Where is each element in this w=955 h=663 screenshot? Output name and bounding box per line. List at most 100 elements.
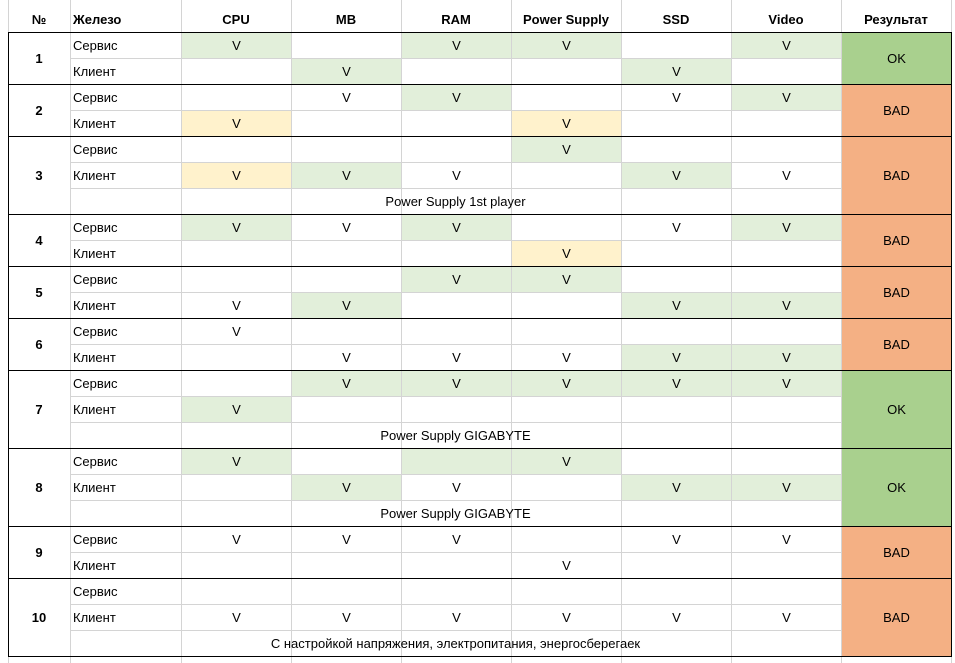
check-cell[interactable]: V	[562, 350, 571, 365]
server-label[interactable]: Сервис	[73, 141, 118, 157]
check-cell[interactable]: V	[672, 610, 681, 625]
check-cell[interactable]: V	[782, 532, 791, 547]
check-cell[interactable]: V	[672, 220, 681, 235]
check-cell[interactable]: V	[622, 59, 731, 84]
header-cell[interactable]: CPU	[222, 11, 250, 27]
check-cell[interactable]: V	[452, 350, 461, 365]
check-cell[interactable]	[622, 553, 731, 578]
check-cell[interactable]: V	[292, 163, 401, 188]
check-cell[interactable]: V	[182, 33, 291, 58]
check-cell[interactable]	[622, 111, 731, 136]
check-cell[interactable]	[732, 111, 841, 136]
result-cell[interactable]: OK	[842, 371, 951, 448]
check-cell[interactable]	[402, 579, 511, 604]
check-cell[interactable]: V	[342, 532, 351, 547]
check-cell[interactable]: V	[622, 371, 731, 396]
row-number[interactable]: 6	[35, 336, 43, 352]
check-cell[interactable]: V	[182, 397, 291, 422]
client-label[interactable]: Клиент	[73, 245, 116, 261]
check-cell[interactable]	[732, 449, 841, 474]
check-cell[interactable]: V	[622, 163, 731, 188]
server-label[interactable]: Сервис	[73, 37, 118, 53]
check-cell[interactable]	[512, 527, 621, 552]
check-cell[interactable]	[622, 241, 731, 266]
header-cell[interactable]: Железо	[73, 11, 122, 27]
check-cell[interactable]	[182, 371, 291, 396]
check-cell[interactable]: V	[512, 449, 621, 474]
check-cell[interactable]	[292, 137, 401, 162]
server-label[interactable]: Сервис	[73, 271, 118, 287]
client-label[interactable]: Клиент	[73, 609, 116, 625]
client-label[interactable]: Клиент	[73, 479, 116, 495]
check-cell[interactable]	[292, 33, 401, 58]
check-cell[interactable]: V	[342, 610, 351, 625]
check-cell[interactable]: V	[732, 293, 841, 318]
result-cell[interactable]: OK	[842, 449, 951, 526]
check-cell[interactable]: V	[622, 293, 731, 318]
server-label[interactable]: Сервис	[73, 89, 118, 105]
client-label[interactable]: Клиент	[73, 297, 116, 313]
check-cell[interactable]	[622, 137, 731, 162]
check-cell[interactable]	[292, 267, 401, 292]
check-cell[interactable]: V	[732, 215, 841, 240]
server-label[interactable]: Сервис	[73, 323, 118, 339]
check-cell[interactable]	[292, 449, 401, 474]
check-cell[interactable]	[402, 59, 511, 84]
note-cell[interactable]: Power Supply 1st player	[385, 193, 526, 209]
check-cell[interactable]: V	[342, 90, 351, 105]
server-label[interactable]: Сервис	[73, 375, 118, 391]
check-cell[interactable]: V	[452, 532, 461, 547]
check-cell[interactable]	[182, 137, 291, 162]
check-cell[interactable]: V	[232, 324, 241, 339]
check-cell[interactable]: V	[622, 475, 731, 500]
check-cell[interactable]: V	[232, 610, 241, 625]
check-cell[interactable]	[402, 241, 511, 266]
check-cell[interactable]: V	[512, 371, 621, 396]
header-cell[interactable]: Power Supply	[523, 11, 609, 27]
check-cell[interactable]	[402, 397, 511, 422]
check-cell[interactable]: V	[512, 241, 621, 266]
check-cell[interactable]	[512, 475, 621, 500]
header-cell[interactable]: Video	[768, 11, 804, 27]
row-number[interactable]: 8	[35, 479, 43, 495]
row-number[interactable]: 1	[35, 50, 43, 66]
check-cell[interactable]	[732, 267, 841, 292]
check-cell[interactable]	[182, 475, 291, 500]
check-cell[interactable]: V	[732, 371, 841, 396]
row-number[interactable]: 9	[35, 544, 43, 560]
check-cell[interactable]: V	[732, 33, 841, 58]
check-cell[interactable]: V	[402, 371, 511, 396]
check-cell[interactable]: V	[732, 345, 841, 370]
result-cell[interactable]: BAD	[842, 215, 951, 266]
check-cell[interactable]	[732, 579, 841, 604]
check-cell[interactable]: V	[512, 111, 621, 136]
client-label[interactable]: Клиент	[73, 167, 116, 183]
check-cell[interactable]	[732, 59, 841, 84]
check-cell[interactable]	[182, 345, 291, 370]
server-label[interactable]: Сервис	[73, 583, 118, 599]
check-cell[interactable]: V	[182, 163, 291, 188]
check-cell[interactable]: V	[292, 59, 401, 84]
check-cell[interactable]	[622, 449, 731, 474]
result-cell[interactable]: BAD	[842, 137, 951, 214]
check-cell[interactable]	[402, 111, 511, 136]
check-cell[interactable]: V	[292, 475, 401, 500]
check-cell[interactable]	[732, 319, 841, 344]
note-cell[interactable]: С настройкой напряжения, электропитания,…	[270, 635, 641, 651]
check-cell[interactable]	[292, 397, 401, 422]
result-cell[interactable]: BAD	[842, 85, 951, 136]
check-cell[interactable]	[512, 163, 621, 188]
check-cell[interactable]	[512, 293, 621, 318]
client-label[interactable]: Клиент	[73, 115, 116, 131]
check-cell[interactable]: V	[562, 610, 571, 625]
check-cell[interactable]: V	[232, 532, 241, 547]
header-cell[interactable]: SSD	[662, 11, 690, 27]
check-cell[interactable]: V	[182, 449, 291, 474]
check-cell[interactable]: V	[452, 610, 461, 625]
check-cell[interactable]: V	[292, 293, 401, 318]
check-cell[interactable]: V	[402, 267, 511, 292]
server-label[interactable]: Сервис	[73, 453, 118, 469]
check-cell[interactable]: V	[402, 33, 511, 58]
check-cell[interactable]	[292, 553, 401, 578]
check-cell[interactable]	[732, 137, 841, 162]
